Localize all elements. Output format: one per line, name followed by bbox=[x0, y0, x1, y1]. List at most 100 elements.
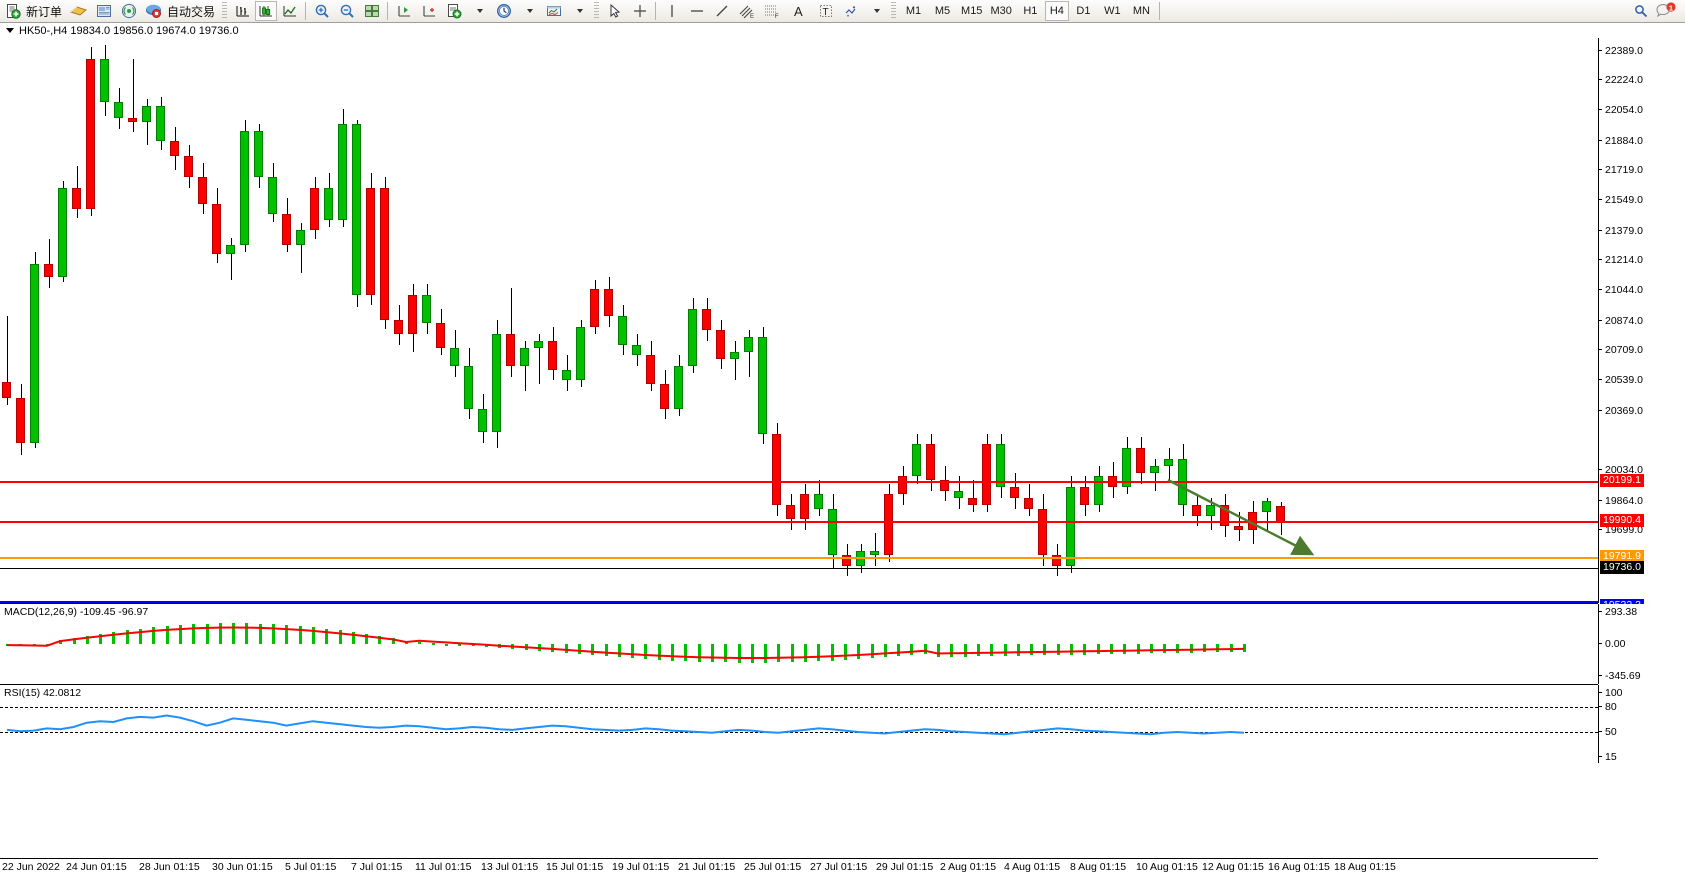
candle-body bbox=[660, 383, 669, 409]
macd-histogram-bar bbox=[218, 623, 222, 644]
zoom-out-icon[interactable] bbox=[334, 1, 359, 21]
new-order-icon[interactable] bbox=[0, 1, 25, 21]
auto-trading-icon[interactable] bbox=[141, 1, 166, 21]
resistance-level-19990[interactable] bbox=[0, 521, 1598, 523]
macd-histogram-bar bbox=[577, 644, 581, 654]
objects-icon[interactable] bbox=[838, 1, 863, 21]
timeframe-h1[interactable]: H1 bbox=[1023, 5, 1038, 17]
macd-histogram-bar bbox=[950, 644, 954, 657]
price-level-label[interactable]: 19990.4 bbox=[1600, 514, 1644, 527]
text-icon[interactable]: A bbox=[784, 1, 813, 21]
label-icon[interactable]: T bbox=[813, 1, 838, 21]
period-dropdown-caret[interactable] bbox=[516, 1, 541, 21]
candle-body bbox=[1136, 447, 1145, 473]
timeframe-w1[interactable]: W1 bbox=[1104, 5, 1121, 17]
bar-chart-icon[interactable] bbox=[230, 1, 255, 21]
candle-body bbox=[996, 444, 1005, 488]
candle-wick bbox=[538, 333, 540, 384]
vline-icon[interactable] bbox=[659, 1, 684, 21]
candle-body bbox=[380, 187, 389, 320]
macd-histogram-bar bbox=[245, 623, 249, 644]
price-pane[interactable] bbox=[0, 38, 1598, 608]
timeframe-m1[interactable]: M1 bbox=[905, 5, 922, 17]
timeframe-h4[interactable]: H4 bbox=[1044, 1, 1069, 21]
macd-histogram-bar bbox=[338, 630, 342, 644]
new-order-label[interactable]: 新订单 bbox=[26, 4, 63, 19]
timeframe-m30[interactable]: M30 bbox=[990, 5, 1012, 17]
chart-area[interactable]: 22389.0 22224.0 22054.0 21884.0 21719.0 21549… bbox=[0, 38, 1685, 873]
chart-menu-triangle-icon[interactable] bbox=[6, 28, 14, 33]
hline-icon[interactable] bbox=[684, 1, 709, 21]
toolbar-grip-3[interactable] bbox=[891, 2, 897, 20]
objects-dropdown-caret[interactable] bbox=[863, 1, 888, 21]
candle-body bbox=[254, 130, 263, 177]
timeframe-m15[interactable]: M15 bbox=[961, 5, 983, 17]
auto-trading-label[interactable]: 自动交易 bbox=[167, 4, 216, 19]
time-axis-label: 5 Jul 01:15 bbox=[285, 861, 337, 873]
signal-icon[interactable] bbox=[116, 1, 141, 21]
candlestick-icon[interactable] bbox=[255, 1, 278, 21]
equidistant-channel-icon[interactable]: E bbox=[734, 1, 759, 21]
macd-histogram-bar bbox=[976, 644, 980, 657]
macd-histogram-bar bbox=[112, 631, 116, 644]
trendline-icon[interactable] bbox=[709, 1, 734, 21]
svg-text:T: T bbox=[822, 7, 828, 18]
search-icon[interactable] bbox=[1628, 1, 1653, 21]
macd-histogram-bar bbox=[391, 637, 395, 644]
time-axis-label: 24 Jun 01:15 bbox=[66, 861, 127, 873]
price-tick: 22054.0 bbox=[1598, 104, 1685, 116]
candle-body bbox=[968, 497, 977, 505]
candle-wick bbox=[6, 316, 8, 406]
candle-body bbox=[436, 323, 445, 349]
svg-text:A: A bbox=[794, 4, 803, 19]
macd-axis: 293.38 0.00 -345.69 bbox=[1598, 604, 1685, 684]
rsi-pane[interactable]: RSI(15) 42.0812 bbox=[0, 685, 1598, 763]
timeframe-d1[interactable]: D1 bbox=[1076, 5, 1091, 17]
notification-icon[interactable]: 1 bbox=[1653, 1, 1679, 21]
candle-body bbox=[940, 480, 949, 491]
price-axis[interactable]: 22389.0 22224.0 22054.0 21884.0 21719.0 21549… bbox=[1598, 38, 1685, 645]
news-icon[interactable] bbox=[91, 1, 116, 21]
chart-shift-icon[interactable] bbox=[391, 1, 416, 21]
toolbar-grip[interactable] bbox=[222, 2, 228, 20]
cursor-icon[interactable] bbox=[602, 1, 627, 21]
fibonacci-icon[interactable]: F bbox=[759, 1, 784, 21]
candle-body bbox=[716, 330, 725, 359]
price-tick: 20034.0 bbox=[1598, 464, 1685, 476]
resistance-level-20199[interactable] bbox=[0, 481, 1598, 483]
price-level-label[interactable]: 19791.9 bbox=[1600, 550, 1644, 563]
price-level-label[interactable]: 19736.0 bbox=[1600, 561, 1644, 574]
timeframe-mn[interactable]: MN bbox=[1132, 5, 1150, 17]
candle-body bbox=[366, 187, 375, 295]
crosshair-icon[interactable] bbox=[627, 1, 652, 21]
candle-body bbox=[422, 294, 431, 324]
macd-pane[interactable]: MACD(12,26,9) -109.45 -96.97 bbox=[0, 604, 1598, 684]
price-tick: 21719.0 bbox=[1598, 164, 1685, 176]
line-chart-icon[interactable] bbox=[277, 1, 302, 21]
macd-histogram-bar bbox=[1176, 644, 1180, 653]
templates-icon[interactable] bbox=[541, 1, 566, 21]
auto-scroll-icon[interactable] bbox=[416, 1, 441, 21]
chart-symbol-label: HK50-,H4 19834.0 19856.0 19674.0 19736.0 bbox=[19, 24, 239, 37]
zoom-in-icon[interactable] bbox=[309, 1, 334, 21]
timeframe-m5[interactable]: M5 bbox=[934, 5, 951, 17]
rsi-level-50 bbox=[0, 732, 1598, 733]
period-icon[interactable] bbox=[491, 1, 516, 21]
support-level-19349[interactable] bbox=[0, 601, 1598, 603]
indicators-icon[interactable] bbox=[441, 1, 466, 21]
time-axis[interactable]: 22 Jun 2022 24 Jun 01:15 28 Jun 01:15 30 Ju… bbox=[0, 860, 1685, 876]
current-price-level-19736[interactable] bbox=[0, 568, 1598, 569]
toolbar-grip-2[interactable] bbox=[594, 2, 600, 20]
indicators-dropdown-caret[interactable] bbox=[466, 1, 491, 21]
macd-histogram-bar bbox=[1216, 644, 1220, 653]
price-level-label[interactable]: 20199.1 bbox=[1600, 474, 1644, 487]
candle-body bbox=[1024, 497, 1033, 509]
candle-body bbox=[72, 187, 81, 210]
tile-windows-icon[interactable] bbox=[359, 1, 384, 21]
book-icon[interactable] bbox=[66, 1, 91, 21]
candle-body bbox=[1122, 447, 1131, 488]
support-level-19791[interactable] bbox=[0, 557, 1598, 559]
candle-body bbox=[492, 333, 501, 432]
templates-dropdown-caret[interactable] bbox=[566, 1, 591, 21]
macd-histogram-bar bbox=[710, 644, 714, 663]
